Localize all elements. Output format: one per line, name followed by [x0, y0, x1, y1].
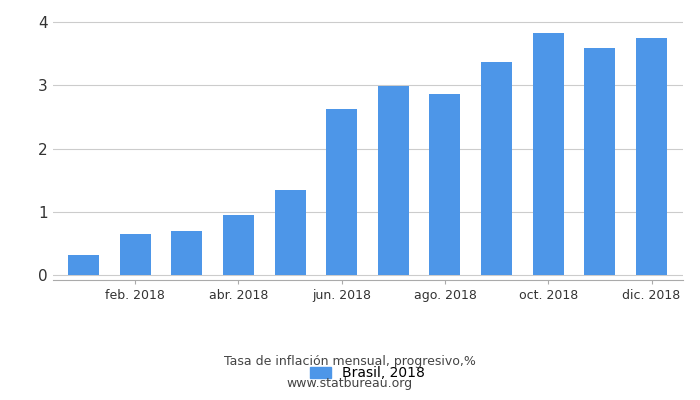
- Bar: [378, 86, 409, 275]
- Text: www.statbureau.org: www.statbureau.org: [287, 378, 413, 390]
- Bar: [481, 62, 512, 275]
- Bar: [274, 190, 305, 275]
- Bar: [223, 215, 254, 275]
- Text: Tasa de inflación mensual, progresivo,%: Tasa de inflación mensual, progresivo,%: [224, 356, 476, 368]
- Bar: [636, 38, 667, 275]
- Bar: [533, 33, 564, 275]
- Legend: Brasil, 2018: Brasil, 2018: [304, 361, 430, 386]
- Bar: [172, 231, 202, 275]
- Bar: [120, 234, 150, 275]
- Bar: [326, 110, 357, 275]
- Bar: [430, 94, 461, 275]
- Bar: [584, 48, 615, 275]
- Bar: [68, 255, 99, 275]
